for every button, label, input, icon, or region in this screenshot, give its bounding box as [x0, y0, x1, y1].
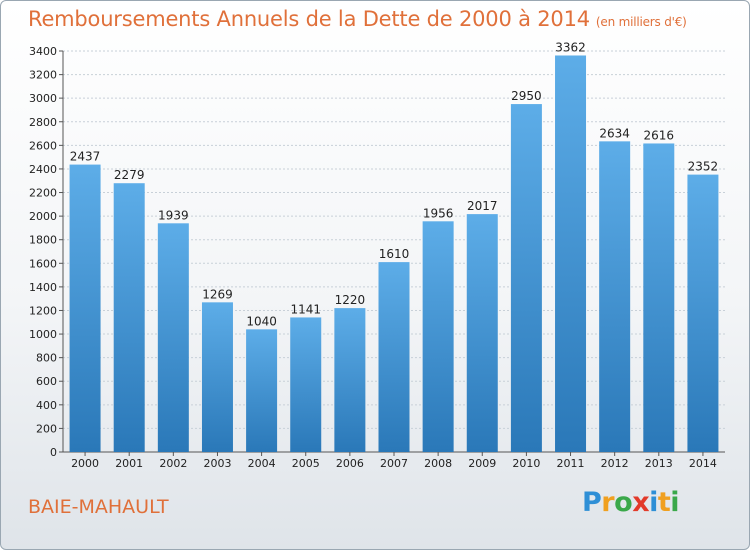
- x-tick-label-2001: 2001: [115, 457, 143, 470]
- y-tick-label: 1200: [29, 304, 57, 317]
- bar-2006: [334, 308, 366, 452]
- data-label-2005: 1141: [290, 302, 321, 316]
- x-tick-label-2010: 2010: [512, 457, 540, 470]
- y-tick-label: 1000: [29, 328, 57, 341]
- logo-letter: o: [614, 487, 633, 518]
- data-labels: 2437 2279 1939 1269 1040 1141 1220 1610 1956 2017…: [70, 40, 718, 328]
- data-label-2009: 2017: [467, 199, 498, 213]
- logo-letter: t: [657, 487, 671, 518]
- bar-2014: [687, 174, 719, 452]
- data-label-2014: 2352: [688, 160, 719, 174]
- x-tick-label-2012: 2012: [601, 457, 629, 470]
- bar-2011: [555, 55, 587, 453]
- y-tick-label: 3200: [29, 69, 57, 82]
- logo-letter: i: [670, 487, 680, 518]
- data-label-2001: 2279: [114, 168, 145, 182]
- x-tick-label-2007: 2007: [380, 457, 408, 470]
- y-tick-label: 600: [36, 375, 57, 388]
- data-label-2012: 2634: [599, 126, 630, 140]
- data-label-2006: 1220: [335, 293, 366, 307]
- bar-2004: [246, 329, 278, 452]
- data-label-2010: 2950: [511, 89, 542, 103]
- bar-2008: [422, 221, 454, 452]
- bar-2009: [466, 214, 498, 452]
- x-tick-label-2000: 2000: [71, 457, 99, 470]
- bar-2012: [599, 141, 631, 452]
- bar-2010: [510, 104, 542, 452]
- y-tick-label: 3400: [29, 45, 57, 58]
- y-tick-label: 2000: [29, 210, 57, 223]
- logo-letter: P: [582, 487, 602, 518]
- x-axis-ticks: 2000 2001 2002 2003 2004 2005 2006 2007 2008 2009…: [71, 452, 717, 470]
- data-label-2007: 1610: [379, 247, 410, 261]
- y-tick-label: 3000: [29, 92, 57, 105]
- x-tick-label-2004: 2004: [248, 457, 276, 470]
- data-label-2003: 1269: [202, 287, 233, 301]
- y-tick-label: 0: [50, 446, 57, 459]
- y-tick-label: 2800: [29, 116, 57, 129]
- x-tick-label-2013: 2013: [645, 457, 673, 470]
- bar-2002: [157, 223, 189, 452]
- x-tick-label-2011: 2011: [557, 457, 585, 470]
- y-tick-label: 1400: [29, 281, 57, 294]
- data-label-2011: 3362: [555, 40, 586, 54]
- x-tick-label-2008: 2008: [424, 457, 452, 470]
- x-tick-label-2009: 2009: [468, 457, 496, 470]
- x-tick-label-2014: 2014: [689, 457, 717, 470]
- chart-subtitle: (en milliers d'€): [595, 15, 687, 29]
- bar-2001: [113, 183, 145, 453]
- data-label-2004: 1040: [246, 314, 277, 328]
- chart-title-text: Remboursements Annuels de la Dette de 20…: [28, 7, 590, 31]
- y-axis-ticks: 0 200 400 600 800 1000 1200 1400 1600 1800 2000 220…: [29, 45, 63, 459]
- bar-2007: [378, 262, 410, 452]
- data-label-2013: 2616: [644, 128, 675, 142]
- commune-name: BAIE-MAHAULT: [28, 496, 169, 518]
- x-tick-label-2006: 2006: [336, 457, 364, 470]
- proxiti-logo: Proxiti: [582, 487, 680, 518]
- y-tick-label: 2600: [29, 139, 57, 152]
- x-tick-label-2002: 2002: [159, 457, 187, 470]
- logo-letter: x: [632, 487, 650, 518]
- y-tick-label: 800: [36, 352, 57, 365]
- bar-2000: [69, 164, 101, 453]
- logo-letter: r: [601, 487, 615, 518]
- bar-2003: [201, 302, 233, 452]
- y-tick-label: 400: [36, 399, 57, 412]
- y-tick-label: 2200: [29, 187, 57, 200]
- data-label-2002: 1939: [158, 208, 189, 222]
- y-tick-label: 200: [36, 422, 57, 435]
- data-label-2008: 1956: [423, 206, 454, 220]
- x-tick-label-2003: 2003: [203, 457, 231, 470]
- y-tick-label: 1800: [29, 234, 57, 247]
- chart-title: Remboursements Annuels de la Dette de 20…: [28, 7, 687, 31]
- logo-letter: i: [649, 487, 658, 518]
- data-label-2000: 2437: [70, 150, 101, 164]
- bar-2013: [643, 143, 675, 452]
- y-tick-label: 1600: [29, 257, 57, 270]
- bar-2005: [290, 317, 322, 452]
- x-tick-label-2005: 2005: [292, 457, 320, 470]
- bars: [69, 55, 719, 453]
- y-tick-label: 2400: [29, 163, 57, 176]
